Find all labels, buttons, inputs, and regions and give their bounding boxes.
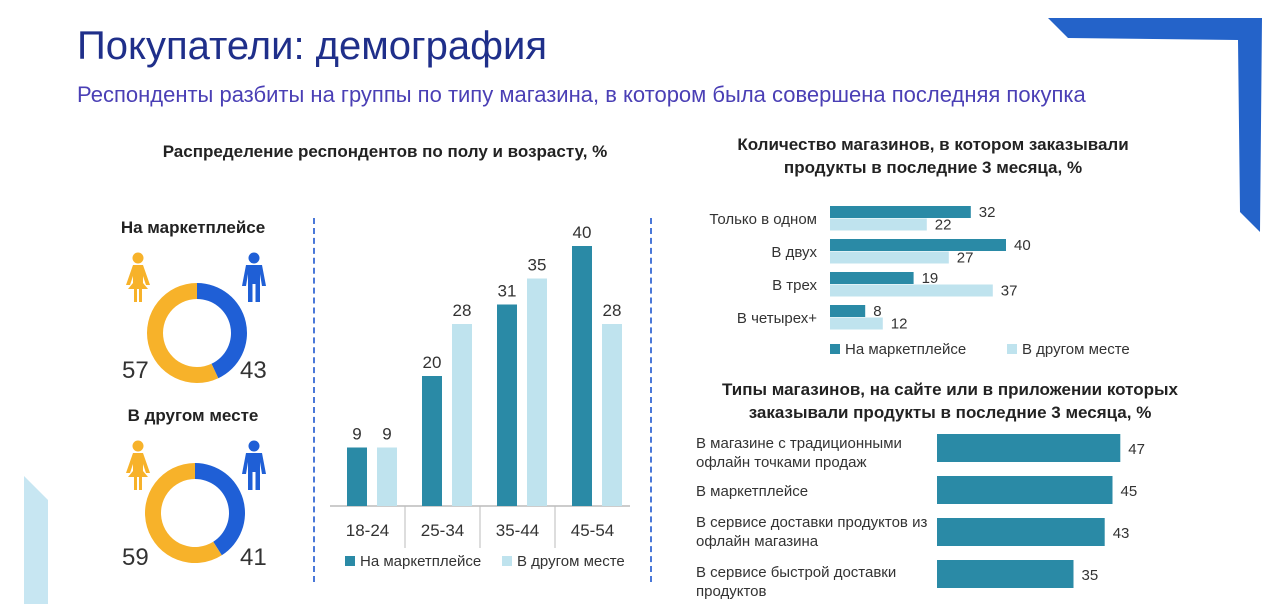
bar (830, 206, 971, 218)
data-label: 28 (603, 301, 622, 320)
donut-slice-male (195, 463, 245, 556)
bar (527, 278, 547, 506)
separator-line (650, 218, 652, 582)
data-label: 8 (873, 303, 881, 320)
legend-label: На маркетплейсе (360, 553, 481, 570)
data-label: 43 (1113, 525, 1130, 542)
data-label: 32 (979, 204, 996, 221)
data-label: 35 (528, 256, 547, 275)
bar (347, 447, 367, 506)
tick-label: 35-44 (496, 521, 539, 540)
page-subtitle: Респонденты разбиты на группы по типу ма… (77, 82, 1086, 107)
bar (830, 317, 883, 330)
bar (602, 324, 622, 506)
tick-label: 18-24 (346, 521, 389, 540)
page-title: Покупатели: демография (77, 24, 547, 68)
bar (830, 272, 914, 284)
data-label: 22 (935, 217, 952, 234)
category-label: В трех (772, 277, 817, 294)
bar (497, 304, 517, 506)
tick-label: 45-54 (571, 521, 614, 540)
donut-marketplace-male-value: 43 (240, 357, 267, 384)
bar (422, 376, 442, 506)
age-bar-chart: 9 20 31 40 9 28 35 28 18-24 25-34 35-44 45-54 На мар… (330, 223, 630, 570)
data-label: 47 (1128, 441, 1145, 458)
store-type-label: В маркетплейсе (696, 483, 809, 500)
bar (830, 218, 927, 231)
donut-elsewhere-label: В другом месте (127, 406, 259, 425)
donut-slice-male (197, 283, 247, 379)
donut-slice-female (144, 463, 222, 563)
donut-elsewhere-male-value: 41 (240, 544, 267, 571)
store-type-label: В сервисе быстрой доставки продуктов (696, 564, 897, 600)
legend-swatch (345, 556, 355, 566)
corner-decoration-bottom-left (0, 470, 60, 604)
data-label: 37 (1001, 283, 1018, 300)
data-label: 45 (1121, 483, 1138, 500)
bar (937, 518, 1105, 546)
donut-elsewhere-female-value: 59 (122, 544, 149, 571)
donut-chart-elsewhere (144, 463, 245, 563)
data-label: 35 (1082, 567, 1099, 584)
bar (830, 305, 866, 317)
bar (937, 434, 1121, 462)
tick-label: 25-34 (421, 521, 464, 540)
data-label: 40 (1014, 237, 1031, 254)
data-label: 31 (498, 282, 517, 301)
donut-marketplace-label: На маркетплейсе (120, 218, 266, 237)
donut-chart-marketplace (147, 283, 247, 383)
store-type-label: В сервисе доставки продуктов из офлайн м… (696, 514, 928, 550)
male-icon (242, 440, 266, 490)
data-label: 19 (922, 270, 939, 287)
bar (937, 560, 1074, 588)
data-label: 28 (453, 301, 472, 320)
legend-label: На маркетплейсе (845, 341, 966, 358)
legend-label: В другом месте (1022, 341, 1130, 358)
bar (830, 251, 949, 264)
bar (830, 239, 1006, 251)
bar (377, 447, 397, 506)
category-label: В двух (771, 244, 817, 261)
data-label: 12 (891, 316, 908, 333)
data-label: 40 (573, 223, 592, 242)
bar (937, 476, 1113, 504)
legend-swatch (502, 556, 512, 566)
data-label: 9 (382, 425, 391, 444)
data-label: 20 (423, 353, 442, 372)
bar (452, 324, 472, 506)
data-label: 9 (352, 425, 361, 444)
stores-count-bar-chart: Только в одном 32 22 В двух 40 27 В трех 19 37 В … (709, 204, 1130, 358)
male-icon (242, 252, 266, 302)
legend-swatch (830, 344, 840, 354)
donut-marketplace-female-value: 57 (122, 357, 149, 384)
bar (572, 246, 592, 506)
legend-swatch (1007, 344, 1017, 354)
store-types-bar-chart: 47 45 43 35 (937, 434, 1145, 588)
store-type-label: В магазине с традиционными офлайн точкам… (696, 435, 902, 471)
donut-slice-female (147, 283, 219, 383)
bar (830, 284, 993, 297)
data-label: 27 (957, 250, 974, 267)
female-icon (126, 440, 150, 490)
female-icon (126, 252, 150, 302)
category-label: Только в одном (709, 211, 817, 228)
separator-line (313, 218, 315, 582)
store-types-chart-title: Типы магазинов, на сайте или в приложени… (722, 380, 1178, 422)
legend-label: В другом месте (517, 553, 625, 570)
category-label: В четырех+ (737, 310, 817, 327)
age-gender-chart-title: Распределение респондентов по полу и воз… (162, 142, 608, 161)
corner-decoration-top-right (1040, 0, 1280, 240)
stores-count-chart-title: Количество магазинов, в котором заказыва… (737, 135, 1129, 177)
